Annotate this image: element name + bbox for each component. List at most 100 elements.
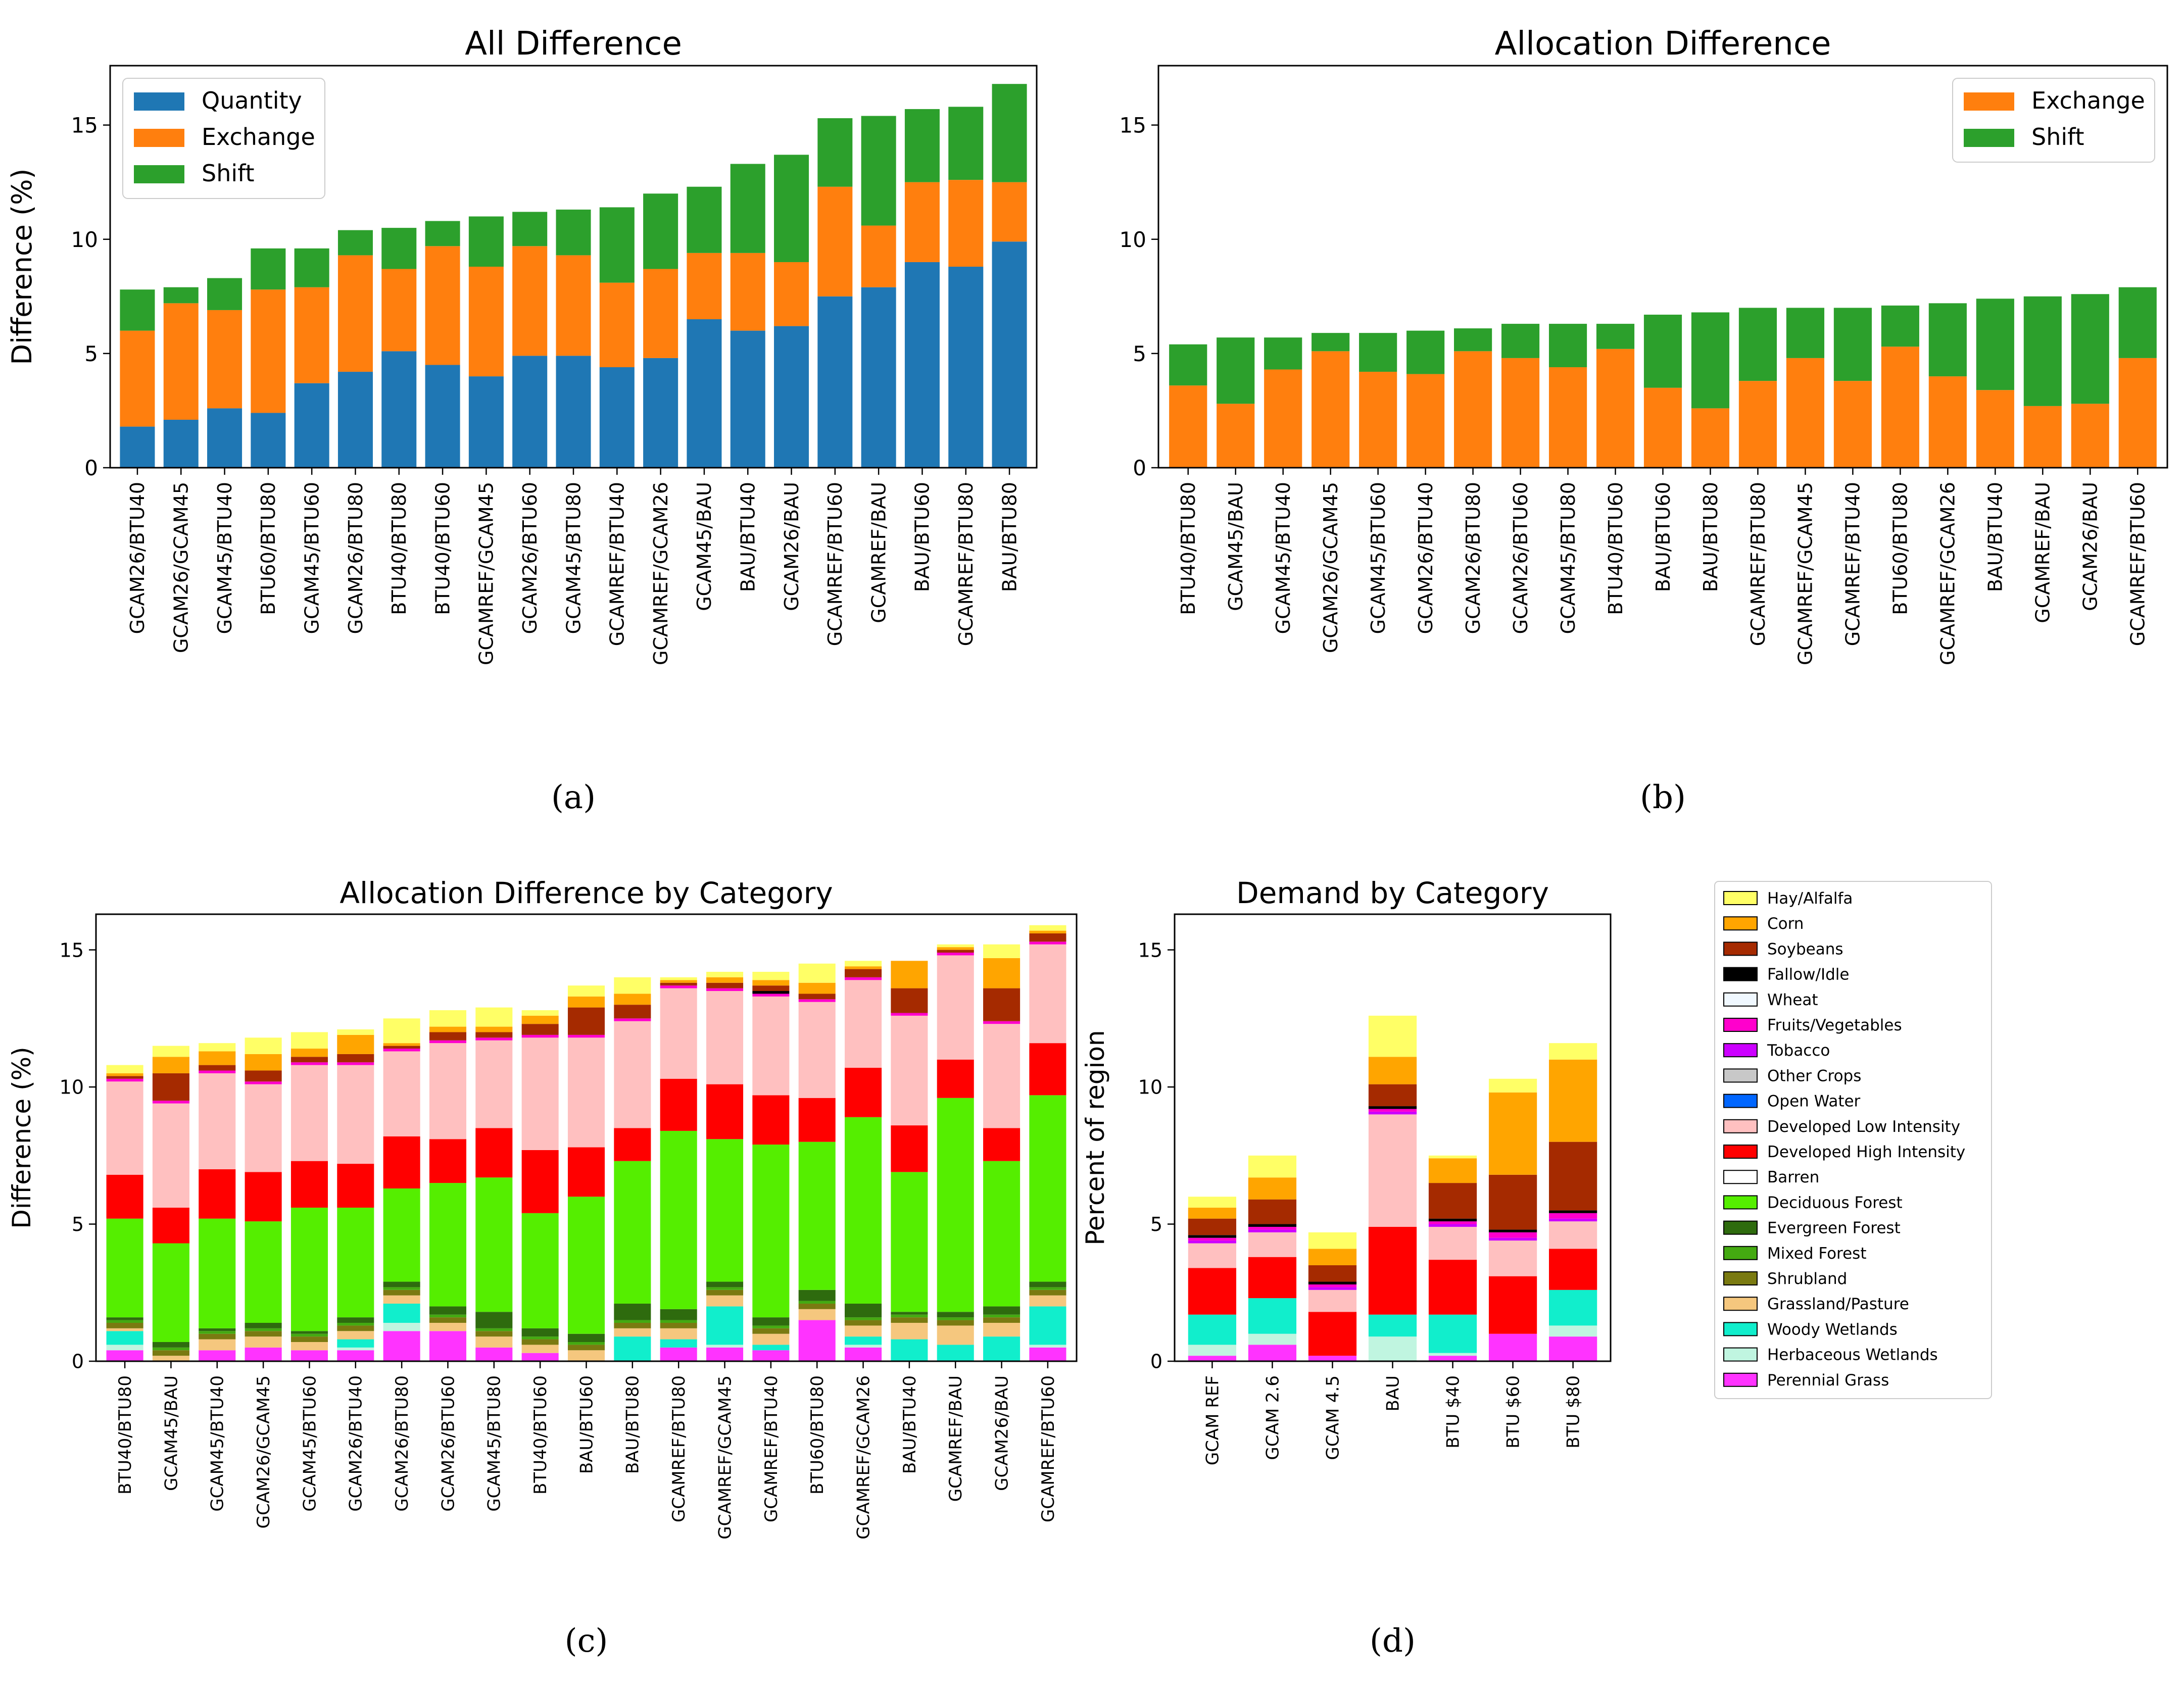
bar-fallow-idle-btu-60 xyxy=(1488,1229,1537,1232)
bar-developed-high-intensity-bau-btu60 xyxy=(567,1147,605,1197)
bar-fallow-idle-gcam-2-6 xyxy=(1248,1224,1297,1227)
bar-exchange-gcam45-btu80 xyxy=(556,255,591,356)
bar-exchange-gcamref-gcam45 xyxy=(1786,358,1825,468)
x-tick-label: BTU40/BTU80 xyxy=(115,1375,135,1495)
bar-hay-alfalfa-gcam45-btu80 xyxy=(475,1007,513,1027)
plot-frame xyxy=(1157,65,2168,469)
y-tick-label: 15 xyxy=(71,113,98,138)
bar-deciduous-forest-gcamref-btu40 xyxy=(752,1145,790,1318)
bar-perennial-grass-gcam45-btu80 xyxy=(475,1347,513,1361)
x-tick-label: GCAM26/GCAM45 xyxy=(254,1375,274,1528)
bar-quantity-gcamref-btu60 xyxy=(817,296,853,468)
bar-soybeans-gcamref-btu60 xyxy=(1029,933,1066,942)
bar-soybeans-bau xyxy=(1368,1084,1417,1107)
bar-exchange-bau-btu40 xyxy=(730,253,765,331)
bar-developed-high-intensity-gcam-ref xyxy=(1188,1268,1237,1315)
bar-woody-wetlands-btu40-btu80 xyxy=(106,1331,143,1345)
legend-label-exchange: Exchange xyxy=(202,123,315,151)
bar-developed-low-intensity-gcamref-gcam26 xyxy=(845,980,882,1068)
bar-fallow-idle-bau xyxy=(1368,1106,1417,1109)
bar-perennial-grass-btu-80 xyxy=(1548,1336,1597,1361)
x-tick-label: BAU/BTU80 xyxy=(998,482,1021,592)
bar-fruits-vegetables-gcam-4-5 xyxy=(1308,1284,1357,1287)
bar-shift-gcamref-gcam26 xyxy=(643,193,678,269)
x-tick-label: BAU/BTU60 xyxy=(1652,482,1674,592)
bar-grassland-pasture-btu40-btu60 xyxy=(521,1345,559,1353)
bar-exchange-btu60-btu80 xyxy=(1881,346,1919,468)
y-tick-label: 0 xyxy=(72,1351,84,1373)
bar-corn-bau-btu40 xyxy=(891,961,928,988)
y-tick-label: 0 xyxy=(1150,1351,1162,1373)
bar-evergreen-forest-bau-btu60 xyxy=(567,1333,605,1342)
bar-fruits-vegetables-gcam45-btu80 xyxy=(475,1037,513,1040)
bar-mixed-forest-gcam26-btu80 xyxy=(383,1287,420,1290)
bar-hay-alfalfa-bau-btu60 xyxy=(567,985,605,997)
bar-evergreen-forest-gcamref-btu40 xyxy=(752,1317,790,1326)
bar-woody-wetlands-gcamref-btu60 xyxy=(1029,1306,1066,1345)
bar-developed-low-intensity-btu-80 xyxy=(1548,1221,1597,1249)
category-legend-label-tobacco: Tobacco xyxy=(1767,1042,1830,1060)
bar-quantity-bau-btu40 xyxy=(730,330,765,468)
bar-developed-high-intensity-gcam26-btu40 xyxy=(337,1164,374,1208)
bar-quantity-gcam26-bau xyxy=(774,326,809,468)
bar-soybeans-gcam26-btu60 xyxy=(429,1032,467,1040)
bar-soybeans-gcamref-bau xyxy=(937,950,974,953)
category-legend-swatch-hay-alfalfa xyxy=(1723,891,1758,905)
x-tick-label: BTU $60 xyxy=(1503,1375,1523,1449)
bar-mixed-forest-gcamref-gcam26 xyxy=(845,1317,882,1320)
bar-grassland-pasture-gcam45-btu80 xyxy=(475,1336,513,1348)
y-tick-label: 5 xyxy=(84,341,98,366)
x-tick-label: GCAMREF/BTU40 xyxy=(606,482,628,646)
bar-evergreen-forest-gcam26-btu40 xyxy=(337,1317,374,1323)
category-legend-label-other-crops: Other Crops xyxy=(1767,1067,1861,1085)
bar-hay-alfalfa-gcamref-btu80 xyxy=(660,977,697,980)
bar-woody-wetlands-gcam26-btu40 xyxy=(337,1339,374,1348)
category-legend-label-barren: Barren xyxy=(1767,1168,1819,1186)
bar-quantity-gcam26-gcam45 xyxy=(163,420,199,468)
bar-perennial-grass-gcamref-btu60 xyxy=(1029,1347,1066,1361)
bar-developed-high-intensity-gcamref-bau xyxy=(937,1059,974,1098)
category-legend-swatch-perennial-grass xyxy=(1723,1372,1758,1387)
x-tick-label: GCAM26/BTU40 xyxy=(346,1375,366,1512)
bar-grassland-pasture-bau-btu40 xyxy=(891,1322,928,1340)
bar-soybeans-gcam45-bau xyxy=(152,1073,189,1101)
bar-evergreen-forest-bau-btu80 xyxy=(614,1303,651,1320)
bar-woody-wetlands-gcamref-btu40 xyxy=(752,1345,790,1351)
bar-soybeans-btu-40 xyxy=(1428,1183,1477,1219)
bar-herbaceous-wetlands-gcam26-btu80 xyxy=(383,1322,420,1331)
bar-quantity-gcam45-btu40 xyxy=(207,408,242,468)
x-tick-label: GCAM26/BTU80 xyxy=(1462,482,1484,634)
bar-quantity-btu40-btu80 xyxy=(381,351,417,468)
bar-mixed-forest-btu40-btu60 xyxy=(521,1336,559,1340)
bar-soybeans-btu40-btu60 xyxy=(521,1024,559,1035)
bar-hay-alfalfa-gcam45-btu40 xyxy=(199,1043,236,1052)
bar-herbaceous-wetlands-bau xyxy=(1368,1336,1417,1361)
bar-grassland-pasture-gcam45-bau xyxy=(152,1356,189,1361)
category-legend-label-woody-wetlands: Woody Wetlands xyxy=(1767,1320,1898,1338)
y-tick-label: 15 xyxy=(60,939,84,961)
legend-swatch-shift xyxy=(1964,129,2014,147)
bar-fruits-vegetables-bau-btu60 xyxy=(567,1034,605,1038)
bar-fallow-idle-gcam-4-5 xyxy=(1308,1281,1357,1284)
bar-shift-gcamref-gcam45 xyxy=(468,216,504,267)
bar-shrubland-gcamref-btu40 xyxy=(752,1328,790,1334)
bar-evergreen-forest-gcamref-gcam26 xyxy=(845,1303,882,1318)
bar-shift-bau-btu80 xyxy=(1691,312,1730,409)
bar-quantity-gcamref-btu80 xyxy=(948,267,984,468)
x-tick-label: GCAMREF/GCAM26 xyxy=(1937,482,1959,665)
bar-mixed-forest-gcam26-btu40 xyxy=(337,1322,374,1326)
bar-fruits-vegetables-gcamref-btu60 xyxy=(1029,941,1066,945)
bar-soybeans-gcam45-btu80 xyxy=(475,1032,513,1038)
bar-developed-high-intensity-gcamref-btu40 xyxy=(752,1095,790,1145)
bar-evergreen-forest-gcamref-btu80 xyxy=(660,1309,697,1320)
bar-shift-gcam26-btu80 xyxy=(1454,328,1492,352)
bar-developed-low-intensity-btu-60 xyxy=(1488,1241,1537,1276)
category-legend-label-grassland-pasture: Grassland/Pasture xyxy=(1767,1295,1909,1313)
bar-exchange-bau-btu60 xyxy=(1643,387,1682,468)
x-tick-label: BAU/BTU40 xyxy=(900,1375,920,1474)
bar-developed-low-intensity-bau-btu80 xyxy=(614,1021,651,1128)
bar-hay-alfalfa-gcamref-btu60 xyxy=(1029,925,1066,931)
bar-exchange-gcam26-btu80 xyxy=(1454,351,1492,468)
x-tick-label: BTU40/BTU80 xyxy=(1177,482,1199,615)
